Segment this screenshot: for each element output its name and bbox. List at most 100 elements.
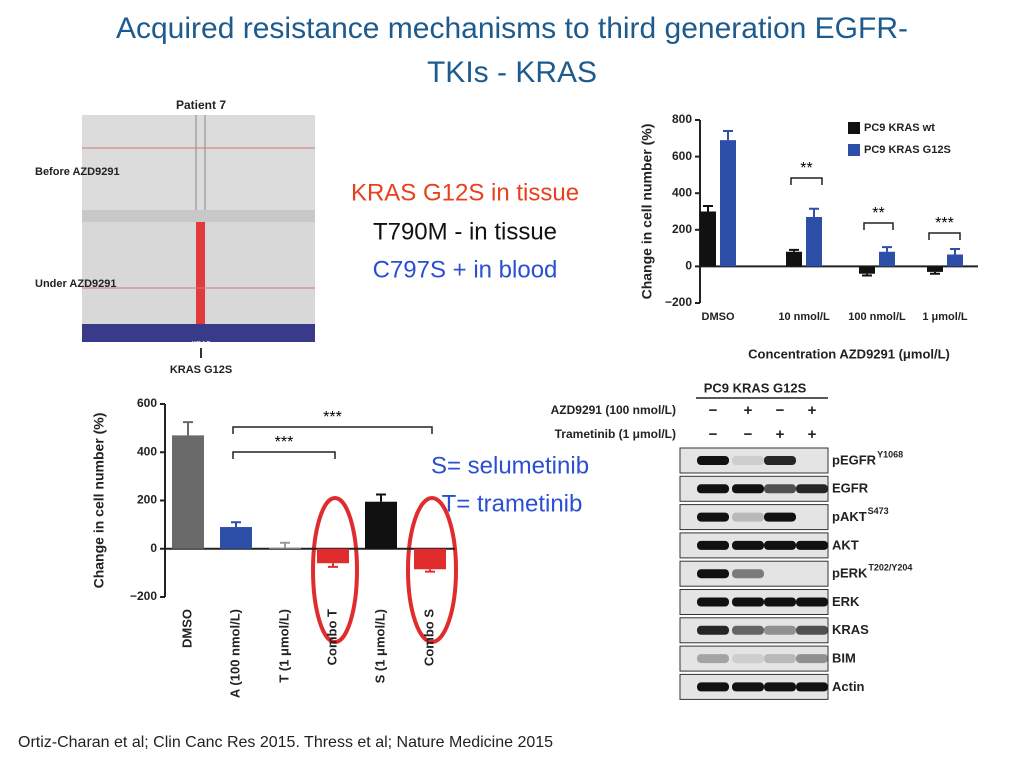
y-tick-label: −200 xyxy=(130,589,157,603)
error-bar xyxy=(950,248,960,255)
highlight xyxy=(311,496,359,644)
bar xyxy=(927,266,943,272)
blot-band xyxy=(764,654,796,664)
band-label: pEGFR xyxy=(832,452,877,467)
bar xyxy=(172,435,204,549)
band-label: pERK xyxy=(832,566,868,581)
blot-band xyxy=(732,597,764,607)
band-label-sup: T202/Y204 xyxy=(868,563,912,573)
y-tick-label: 0 xyxy=(685,259,692,273)
treatment-sign: − xyxy=(709,426,718,443)
band-label-sup: S473 xyxy=(868,506,889,516)
bar xyxy=(879,251,895,267)
treatment-label: Trametinib (1 μmol/L) xyxy=(555,427,676,441)
x-axis-label: Concentration AZD9291 (μmol/L) xyxy=(748,346,950,361)
bar xyxy=(786,251,802,267)
error-bar xyxy=(862,273,872,277)
y-tick-label: 0 xyxy=(150,541,157,555)
blot-band xyxy=(796,540,828,550)
blot-band xyxy=(697,682,729,692)
y-tick-label: 200 xyxy=(672,222,692,236)
blot-band xyxy=(796,654,828,664)
finding: T790M - in tissue xyxy=(373,218,557,245)
band-label: BIM xyxy=(832,651,856,666)
blot-band xyxy=(697,625,729,635)
blot-band xyxy=(764,682,796,692)
blot-band xyxy=(732,569,764,579)
band-label: EGFR xyxy=(832,481,869,496)
bracket xyxy=(232,426,433,434)
error-bar xyxy=(789,248,799,252)
igv-panel: Patient 7 Before AZD9291 Under AZD9291 K… xyxy=(35,98,315,376)
note: T= trametinib xyxy=(442,490,583,517)
x-tick-label: Combo T xyxy=(324,609,339,665)
bar xyxy=(947,254,963,267)
bar xyxy=(859,266,875,274)
y-axis-label: Change in cell number (%) xyxy=(639,124,655,300)
blot-band xyxy=(796,597,828,607)
treatment-sign: + xyxy=(808,426,817,443)
treatment-sign: + xyxy=(776,426,785,443)
bar xyxy=(700,211,716,267)
y-tick-label: 600 xyxy=(672,149,692,163)
bar xyxy=(317,548,349,564)
legend-swatch xyxy=(848,144,860,156)
bracket xyxy=(863,222,894,230)
y-axis-label: Change in cell number (%) xyxy=(91,413,107,589)
annotation: *** xyxy=(323,409,342,426)
treatment-sign: − xyxy=(709,402,718,419)
band-label: pAKT xyxy=(832,509,867,524)
blot-band xyxy=(732,484,764,494)
y-tick-label: −200 xyxy=(665,295,692,309)
igv-divider xyxy=(82,210,315,222)
band-label: ERK xyxy=(832,594,860,609)
igv-mutation: KRAS G12S xyxy=(170,364,232,376)
finding: KRAS G12S in tissue xyxy=(351,179,579,206)
x-tick-label: Combo S xyxy=(421,609,436,666)
y-tick-label: 200 xyxy=(137,493,157,507)
annotation: ** xyxy=(872,205,884,222)
blot-band xyxy=(764,512,796,522)
blot-band xyxy=(697,456,729,465)
x-tick-label: S (1 μmol/L) xyxy=(372,609,387,683)
blot-band xyxy=(697,569,729,579)
blot-band xyxy=(697,540,729,550)
note: S= selumetinib xyxy=(431,452,589,479)
treatment-sign: + xyxy=(744,402,753,419)
highlight xyxy=(406,496,458,644)
bar xyxy=(414,548,446,570)
blot-band xyxy=(697,597,729,607)
igv-variant-column xyxy=(196,222,205,332)
blot-band xyxy=(732,456,764,465)
error-bar xyxy=(930,271,940,275)
x-tick-label: DMSO xyxy=(702,311,735,323)
igv-sequence xyxy=(82,324,315,342)
band-label: KRAS xyxy=(832,622,869,637)
blot-band xyxy=(764,456,796,465)
y-tick-label: 800 xyxy=(672,112,692,126)
y-tick-label: 400 xyxy=(137,444,157,458)
blot-band xyxy=(732,540,764,550)
bar xyxy=(220,527,252,549)
annotation: *** xyxy=(935,215,954,232)
blot-band xyxy=(732,512,764,522)
bracket xyxy=(928,232,961,240)
x-tick-label: 100 nmol/L xyxy=(848,311,906,323)
blot-band xyxy=(697,484,729,494)
error-bar xyxy=(809,207,819,217)
x-tick-label: A (100 nmol/L) xyxy=(227,609,242,698)
x-tick-label: DMSO xyxy=(179,609,194,648)
blot-band xyxy=(732,625,764,635)
blot-band xyxy=(764,625,796,635)
band-label-sup: Y1068 xyxy=(877,449,903,459)
error-bar xyxy=(425,569,435,573)
legend-label: PC9 KRAS wt xyxy=(864,122,935,134)
bar xyxy=(806,216,822,267)
slide-title: Acquired resistance mechanisms to third … xyxy=(116,12,908,89)
blot-band xyxy=(796,625,828,635)
x-tick-label: 1 μmol/L xyxy=(922,311,968,323)
igv-under: Under AZD9291 xyxy=(35,278,117,290)
error-bar xyxy=(183,421,193,436)
bar xyxy=(365,501,397,549)
error-bar xyxy=(723,129,733,141)
